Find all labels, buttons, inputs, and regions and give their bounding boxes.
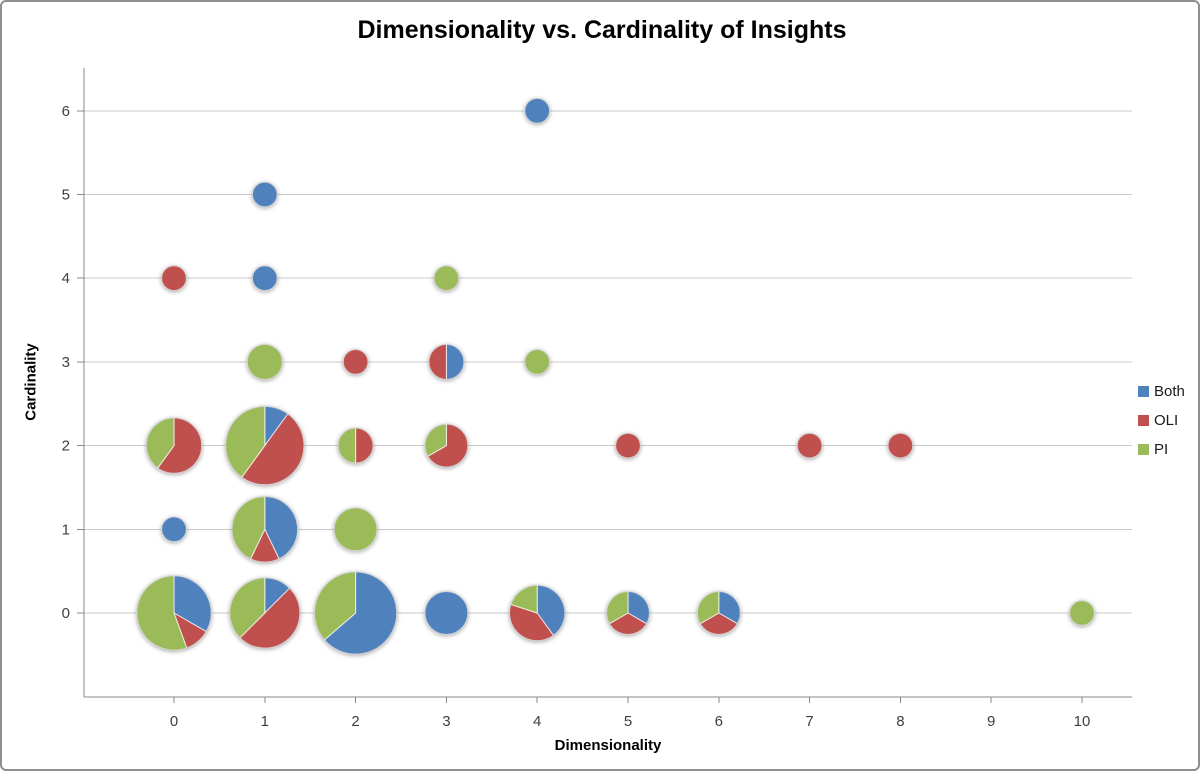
- bubble-outline: [229, 577, 301, 649]
- x-tick-label-5: 5: [624, 713, 632, 730]
- legend: Both OLI PI: [1138, 381, 1185, 459]
- bubble-outline: [424, 423, 469, 468]
- bubble-outline: [696, 591, 741, 635]
- chart-title: Dimensionality vs. Cardinality of Insigh…: [357, 16, 847, 44]
- x-tick-label-6: 6: [715, 713, 723, 730]
- bubble-outline: [136, 575, 212, 651]
- bubble-outline: [524, 348, 551, 375]
- x-tick-label-1: 1: [261, 713, 269, 730]
- bubble-8-2: [887, 432, 914, 459]
- bubble-3-4: [433, 265, 460, 292]
- bubble-outline: [251, 265, 278, 292]
- bubble-outline: [424, 591, 469, 635]
- slice-oli: [355, 427, 374, 464]
- y-tick-label-6: 6: [62, 103, 70, 120]
- bubble-outline: [796, 432, 823, 459]
- bubble-4-6: [524, 97, 551, 124]
- bubble-1-2: [225, 405, 305, 486]
- legend-swatch-oli: [1138, 414, 1149, 426]
- bubble-3-3: [428, 343, 465, 380]
- bubble-4-0: [508, 584, 566, 642]
- x-tick-label-2: 2: [351, 713, 359, 730]
- bubble-0-0: [136, 575, 212, 651]
- x-tick-label-0: 0: [170, 713, 178, 730]
- y-tick-label-2: 2: [62, 438, 70, 455]
- x-tick-label-3: 3: [442, 713, 450, 730]
- bubble-outline: [887, 432, 914, 459]
- y-tick-label-0: 0: [62, 605, 70, 622]
- legend-label-both: Both: [1154, 382, 1185, 400]
- bubble-2-0: [313, 571, 398, 655]
- x-tick-label-7: 7: [805, 713, 813, 730]
- y-tick-label-1: 1: [62, 521, 70, 538]
- bubble-outline: [508, 584, 566, 642]
- bubble-2-3: [342, 348, 369, 375]
- legend-swatch-both: [1138, 385, 1149, 397]
- slice-oli: [428, 343, 447, 380]
- slice-pi: [337, 427, 357, 464]
- bubble-outline: [161, 516, 187, 543]
- y-tick-label-5: 5: [62, 187, 70, 204]
- bubble-3-2: [424, 423, 469, 468]
- bubble-10-0: [1069, 600, 1095, 626]
- bubble-0-2: [145, 417, 203, 474]
- bubble-outline: [433, 265, 460, 292]
- bubble-2-1: [333, 507, 378, 552]
- bubble-3-0: [424, 591, 469, 635]
- bubble-1-4: [251, 265, 278, 292]
- bubble-outline: [161, 265, 187, 292]
- y-tick-label-4: 4: [62, 270, 70, 287]
- bubble-0-4: [161, 265, 187, 292]
- bubble-outline: [615, 432, 641, 459]
- bubble-outline: [1069, 600, 1095, 626]
- x-tick-label-9: 9: [987, 713, 995, 730]
- bubble-outline: [333, 507, 378, 552]
- legend-entry-both: Both: [1138, 381, 1185, 401]
- bubble-5-2: [615, 432, 641, 459]
- x-tick-label-10: 10: [1074, 713, 1091, 730]
- legend-entry-oli: OLI: [1138, 410, 1185, 430]
- legend-swatch-pi: [1138, 443, 1149, 455]
- x-axis-title: Dimensionality: [554, 737, 662, 754]
- bubble-outline: [246, 343, 283, 380]
- bubble-1-3: [246, 343, 283, 380]
- x-tick-label-4: 4: [533, 713, 541, 730]
- bubble-outline: [231, 495, 299, 563]
- bubble-1-5: [251, 181, 278, 208]
- bubble-outline: [337, 427, 374, 464]
- bubble-6-0: [696, 591, 741, 635]
- bubble-5-0: [606, 591, 650, 635]
- bubble-0-1: [161, 516, 187, 543]
- bubble-outline: [225, 405, 305, 486]
- bubble-outline: [251, 181, 278, 208]
- bubble-1-0: [229, 577, 301, 649]
- bubble-1-1: [231, 495, 299, 563]
- legend-entry-pi: PI: [1138, 439, 1185, 459]
- bubble-outline: [524, 97, 551, 124]
- bubble-outline: [428, 343, 465, 380]
- legend-label-oli: OLI: [1154, 411, 1179, 429]
- y-tick-label-3: 3: [62, 354, 70, 371]
- legend-label-pi: PI: [1154, 440, 1169, 458]
- bubble-outline: [606, 591, 650, 635]
- bubble-outline: [145, 417, 203, 474]
- bubble-4-3: [524, 348, 551, 375]
- x-tick-label-8: 8: [896, 713, 904, 730]
- slice-both: [445, 343, 465, 380]
- bubble-outline: [342, 348, 369, 375]
- bubble-outline: [313, 571, 398, 655]
- bubble-2-2: [337, 427, 374, 464]
- bubble-7-2: [796, 432, 823, 459]
- y-axis-title: Cardinality: [22, 343, 40, 421]
